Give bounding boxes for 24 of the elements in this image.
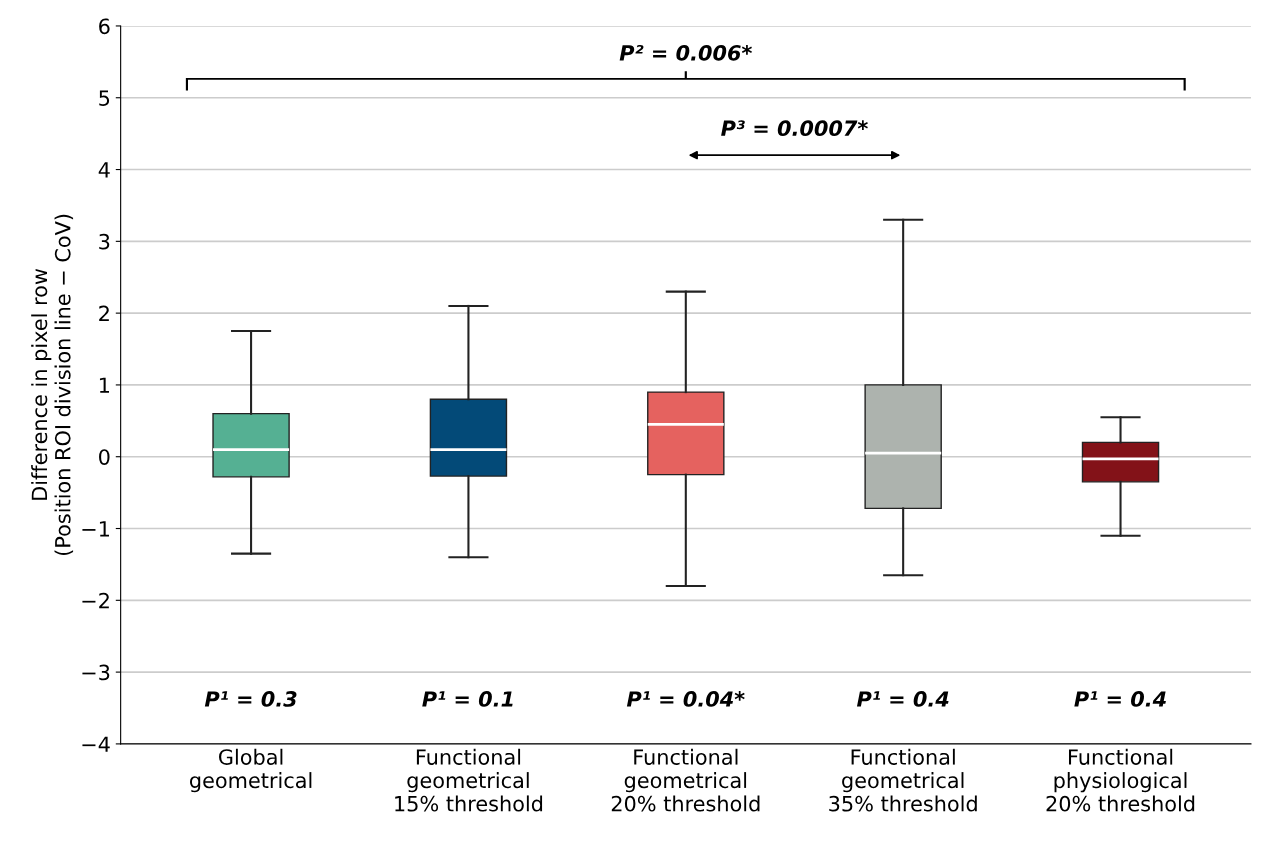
- y-tick-label: −2: [82, 592, 109, 609]
- annotation: P¹ = 0.04*: [626, 691, 745, 707]
- annotation: P¹ = 0.4: [856, 691, 949, 707]
- x-tick-label: Functional geometrical 20% threshold: [611, 748, 760, 812]
- x-tick-label: Functional geometrical 15% threshold: [395, 748, 543, 812]
- annotation: P¹ = 0.1: [422, 691, 513, 707]
- annotation: P¹ = 0.4: [1074, 691, 1166, 707]
- y-tick-label: 1: [99, 377, 109, 393]
- y-tick-label: 0: [99, 449, 110, 465]
- x-tick-label: Global geometrical: [190, 748, 312, 793]
- y-tick-label: 3: [99, 233, 110, 250]
- y-tick-label: −4: [82, 736, 110, 752]
- annotation: P¹ = 0.3: [204, 691, 297, 707]
- y-tick-label: −3: [82, 664, 110, 681]
- y-tick-label: 2: [99, 305, 109, 322]
- y-tick-label: −1: [82, 521, 109, 537]
- annotation: P² = 0.006*: [619, 44, 752, 61]
- y-axis-title: Difference in pixel row (Position ROI division line − CoV): [31, 214, 74, 556]
- y-tick-label: 6: [99, 18, 110, 35]
- y-tick-label: 4: [98, 162, 110, 178]
- x-tick-label: Functional physiological 20% threshold: [1046, 748, 1195, 812]
- y-tick-label: 5: [99, 90, 110, 106]
- x-tick-label: Functional geometrical 35% threshold: [829, 748, 977, 812]
- annotation: P³ = 0.0007*: [721, 120, 868, 137]
